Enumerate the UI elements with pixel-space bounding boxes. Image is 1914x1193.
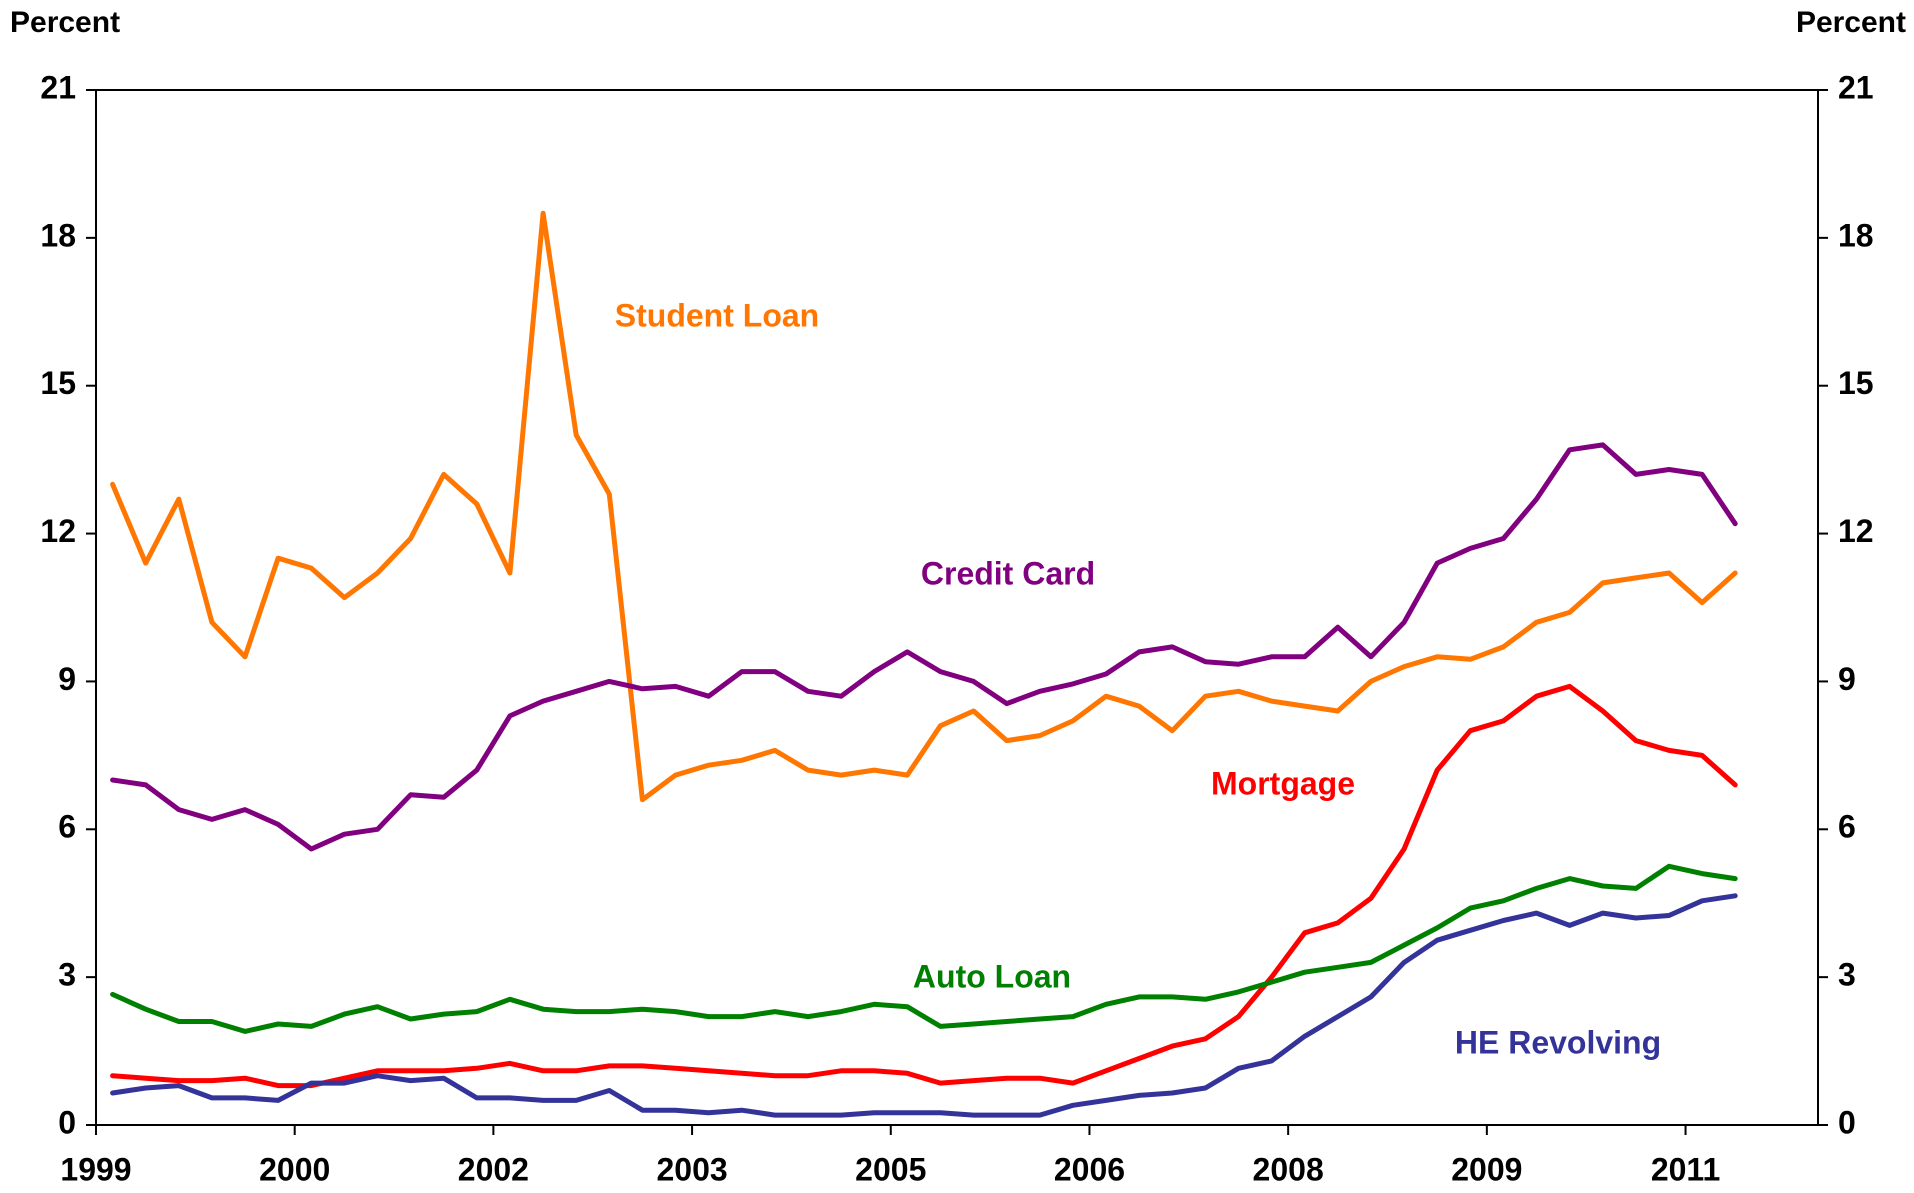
y2-tick-label: 18 (1838, 217, 1874, 253)
x-tick-label: 2008 (1253, 1151, 1324, 1187)
y2-tick-label: 0 (1838, 1104, 1856, 1140)
y-tick-label: 15 (40, 365, 76, 401)
y2-tick-label: 15 (1838, 365, 1874, 401)
series-line (110, 210, 1738, 803)
y-tick-label: 18 (40, 217, 76, 253)
y-tick-label: 0 (58, 1104, 76, 1140)
series-label: Mortgage (1211, 765, 1355, 801)
x-tick-label: 2005 (855, 1151, 926, 1187)
y2-tick-label: 3 (1838, 957, 1856, 993)
plot-frame (95, 89, 1819, 1126)
series-line (110, 893, 1738, 1118)
series-label: HE Revolving (1455, 1024, 1661, 1060)
y2-axis-label: Percent (1796, 6, 1906, 39)
x-tick-label: 2003 (656, 1151, 727, 1187)
x-tick-label: 2002 (458, 1151, 529, 1187)
x-tick-label: 2000 (259, 1151, 330, 1187)
series-line (110, 863, 1738, 1034)
y2-tick-label: 9 (1838, 661, 1856, 697)
y-axis-label: Percent (10, 6, 120, 39)
series-line (110, 683, 1738, 1089)
series-label: Credit Card (921, 555, 1095, 591)
x-tick-label: 2006 (1054, 1151, 1125, 1187)
y-tick-label: 21 (40, 69, 76, 105)
y2-tick-label: 21 (1838, 69, 1874, 105)
y2-tick-label: 12 (1838, 513, 1874, 549)
y-tick-label: 12 (40, 513, 76, 549)
x-tick-label: 1999 (60, 1151, 131, 1187)
x-tick-label: 2009 (1451, 1151, 1522, 1187)
y2-tick-label: 6 (1838, 809, 1856, 845)
y-tick-label: 6 (58, 809, 76, 845)
series-line (110, 442, 1738, 852)
series-label: Student Loan (615, 297, 819, 333)
series-label: Auto Loan (913, 958, 1071, 994)
x-tick-label: 2011 (1651, 1151, 1720, 1187)
y-tick-label: 3 (58, 957, 76, 993)
y-tick-label: 9 (58, 661, 76, 697)
